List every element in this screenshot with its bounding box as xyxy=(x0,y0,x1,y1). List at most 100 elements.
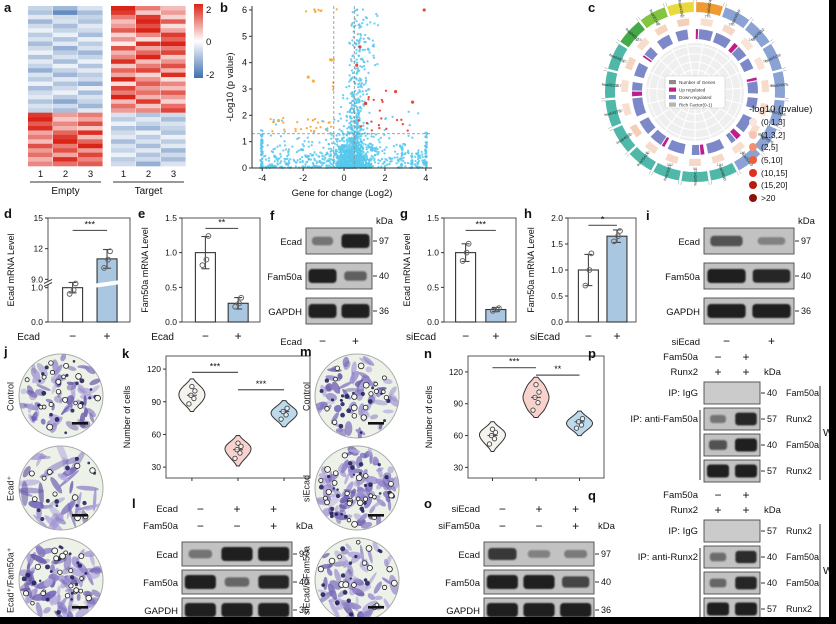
panel-o-label: o xyxy=(424,496,432,511)
svg-text:−: − xyxy=(197,502,204,516)
svg-text:+: + xyxy=(235,329,242,343)
svg-text:Fam50a mRNA Level: Fam50a mRNA Level xyxy=(140,227,150,313)
svg-text:36: 36 xyxy=(601,605,611,615)
svg-text:0.0: 0.0 xyxy=(551,317,563,327)
svg-text:Down-regulated: Down-regulated xyxy=(679,95,712,100)
svg-text:−: − xyxy=(723,334,730,348)
svg-text:0: 0 xyxy=(206,37,211,48)
svg-text:101: 101 xyxy=(728,21,735,26)
svg-text:2.0: 2.0 xyxy=(551,213,563,223)
panel-j: j Control Ecad⁺ Ecad⁺/Fam50a⁺ xyxy=(2,344,120,624)
panel-p-label: p xyxy=(588,346,596,361)
legend-label: (2,5] xyxy=(761,142,779,153)
western-blot-f: kDa Ecad 97 Fam50a 40 GAPDH 36 Ecad − + xyxy=(268,216,394,348)
svg-text:IP: anti-Runx2: IP: anti-Runx2 xyxy=(638,552,698,563)
svg-text:57: 57 xyxy=(767,604,777,614)
svg-text:Runx2: Runx2 xyxy=(786,526,812,536)
svg-text:Fam50a: Fam50a xyxy=(786,440,819,450)
svg-text:+: + xyxy=(742,503,749,517)
panel-e: e 0.0 0.5 1.0 1.5 ** Fam50a mRNA Level Ecad − + xyxy=(136,206,266,348)
panel-i: i kDa Ecad 97 Fam50a 40 GAPDH 36 siEcad − + xyxy=(644,208,836,348)
svg-text:hsa04510: hsa04510 xyxy=(730,9,741,26)
panel-n-label: n xyxy=(424,346,432,361)
svg-text:1.0: 1.0 xyxy=(31,283,43,293)
svg-text:Ecad: Ecad xyxy=(151,332,174,343)
svg-text:40: 40 xyxy=(299,577,309,587)
svg-text:15: 15 xyxy=(34,213,44,223)
svg-text:30: 30 xyxy=(152,462,162,472)
svg-text:57: 57 xyxy=(767,526,777,536)
condition-label: siEcad xyxy=(301,474,312,502)
svg-text:***: *** xyxy=(210,361,221,371)
bar-chart-fam50a-mrna: 0.0 0.5 1.0 1.5 ** Fam50a mRNA Level Ecad − + xyxy=(140,213,261,343)
transwell-micrograph xyxy=(314,353,400,439)
panel-d-label: d xyxy=(4,206,12,221)
svg-text:**: ** xyxy=(554,364,562,374)
svg-text:siFam50a: siFam50a xyxy=(438,521,480,532)
svg-text:−: − xyxy=(233,519,240,533)
svg-text:1.5: 1.5 xyxy=(427,213,439,223)
legend-item: (10,15] xyxy=(749,166,835,179)
legend-dot xyxy=(749,118,757,127)
svg-text:+: + xyxy=(492,329,499,343)
svg-text:−: − xyxy=(462,329,469,343)
svg-text:107: 107 xyxy=(766,108,773,113)
svg-text:60: 60 xyxy=(152,429,162,439)
svg-text:3: 3 xyxy=(171,169,176,180)
svg-text:kDa: kDa xyxy=(376,216,394,227)
svg-text:1.5: 1.5 xyxy=(551,239,563,249)
legend-label: (1.3,2] xyxy=(761,129,786,140)
svg-text:Runx2: Runx2 xyxy=(786,604,812,614)
svg-text:−: − xyxy=(319,334,326,348)
svg-text:Runx2: Runx2 xyxy=(671,367,698,378)
svg-text:0.5: 0.5 xyxy=(165,282,177,292)
panel-e-label: e xyxy=(138,206,146,221)
svg-text:kDa: kDa xyxy=(598,521,616,532)
svg-text:Ecad: Ecad xyxy=(280,237,302,248)
svg-text:4: 4 xyxy=(242,58,247,68)
svg-text:hsa05205: hsa05205 xyxy=(602,83,619,88)
svg-text:Gene for change (Log2): Gene for change (Log2) xyxy=(292,188,393,199)
svg-text:+: + xyxy=(742,350,749,364)
svg-text:Ecad: Ecad xyxy=(280,337,302,348)
pvalue-legend-title: -log10 (pvalue) xyxy=(749,104,813,115)
svg-text:40: 40 xyxy=(601,577,611,587)
panel-l: l Ecad − + + Fam50a − − + kDa Ecad 97 Fam50a 40 GAPDH… xyxy=(120,496,322,624)
svg-text:1.0: 1.0 xyxy=(427,248,439,258)
svg-text:97: 97 xyxy=(601,549,611,559)
svg-text:Number of cells: Number of cells xyxy=(424,385,434,448)
transwell-image-row: Ecad⁺/Fam50a⁺ xyxy=(4,536,105,624)
svg-text:*: * xyxy=(601,214,605,224)
svg-text:-4: -4 xyxy=(258,173,266,183)
svg-text:***: *** xyxy=(256,379,267,389)
svg-text:kDa: kDa xyxy=(764,505,782,516)
svg-text:60: 60 xyxy=(454,431,464,441)
svg-text:Fam50a: Fam50a xyxy=(786,552,819,562)
svg-text:72: 72 xyxy=(618,108,623,113)
svg-text:2: 2 xyxy=(146,169,151,180)
svg-text:GAPDH: GAPDH xyxy=(268,307,302,318)
condition-label: Ecad⁺/Fam50a⁺ xyxy=(5,547,16,613)
svg-text:40: 40 xyxy=(767,578,777,588)
svg-text:87: 87 xyxy=(645,150,650,155)
svg-text:1: 1 xyxy=(121,169,126,180)
transwell-image-row: siEcad xyxy=(300,444,401,532)
svg-text:1: 1 xyxy=(242,137,247,147)
svg-text:+: + xyxy=(714,365,721,379)
svg-text:Ecad: Ecad xyxy=(17,332,40,343)
svg-text:−: − xyxy=(714,488,721,502)
panel-g-label: g xyxy=(400,206,408,221)
svg-text:Fam50a mRNA Level: Fam50a mRNA Level xyxy=(526,227,536,313)
svg-text:Up regulated: Up regulated xyxy=(679,88,706,93)
svg-text:hsa05412: hsa05412 xyxy=(693,169,697,186)
svg-text:171: 171 xyxy=(704,13,711,18)
svg-text:+: + xyxy=(104,329,111,343)
svg-text:+: + xyxy=(535,502,542,516)
panel-m: m Control siEcad siEcad/siFam50a xyxy=(298,344,422,624)
svg-text:Fam50a: Fam50a xyxy=(268,272,303,283)
svg-text:Runx2: Runx2 xyxy=(786,414,812,424)
svg-text:0.0: 0.0 xyxy=(427,317,439,327)
transwell-micrograph xyxy=(18,353,104,439)
svg-text:Fam50a: Fam50a xyxy=(143,578,179,589)
